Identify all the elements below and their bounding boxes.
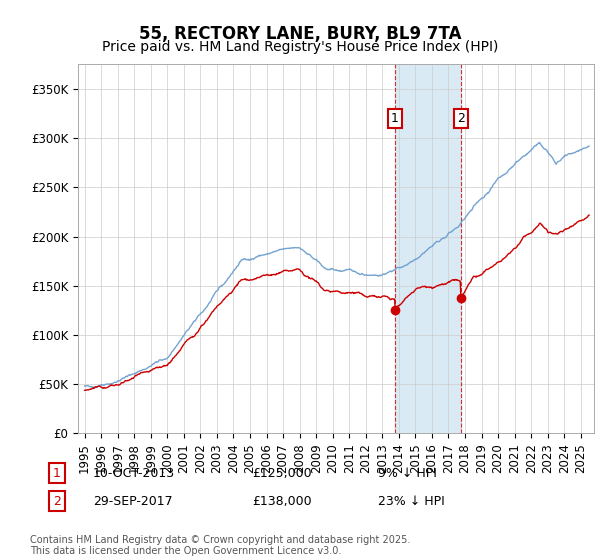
Text: Price paid vs. HM Land Registry's House Price Index (HPI): Price paid vs. HM Land Registry's House … [102, 40, 498, 54]
Text: 55, RECTORY LANE, BURY, BL9 7TA: 55, RECTORY LANE, BURY, BL9 7TA [139, 25, 461, 43]
Text: 29-SEP-2017: 29-SEP-2017 [93, 494, 173, 508]
Text: 9% ↓ HPI: 9% ↓ HPI [378, 466, 437, 480]
Text: 1: 1 [391, 112, 399, 125]
Text: 2: 2 [457, 112, 464, 125]
Text: Contains HM Land Registry data © Crown copyright and database right 2025.
This d: Contains HM Land Registry data © Crown c… [30, 535, 410, 557]
Text: 1: 1 [53, 466, 61, 480]
Text: £138,000: £138,000 [252, 494, 311, 508]
Text: 2: 2 [53, 494, 61, 508]
Bar [395, 64, 461, 433]
Text: 23% ↓ HPI: 23% ↓ HPI [378, 494, 445, 508]
Text: £125,000: £125,000 [252, 466, 311, 480]
Text: 10-OCT-2013: 10-OCT-2013 [93, 466, 175, 480]
